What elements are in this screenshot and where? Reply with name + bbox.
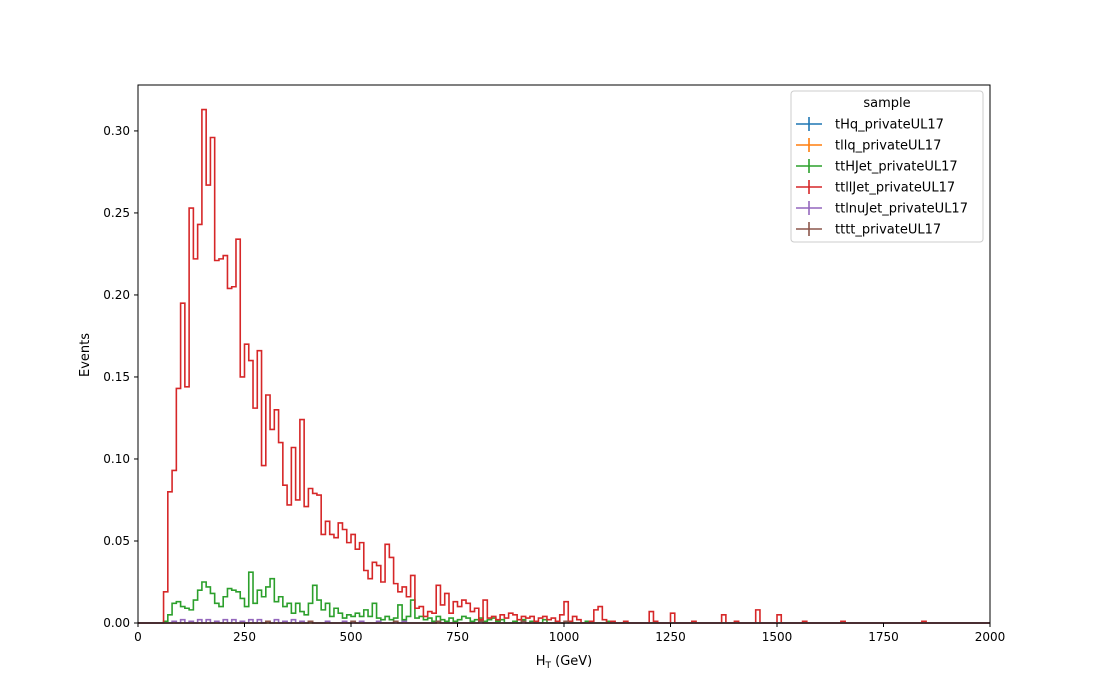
y-axis-ticks: 0.00 0.05 0.10 0.15 0.20 0.25 0.30 (103, 124, 138, 630)
legend-entry: tHq_privateUL17 (796, 117, 944, 133)
x-axis-label: HT (GeV) (536, 654, 593, 671)
legend-entry: ttllJet_privateUL17 (796, 180, 955, 196)
x-tick-label: 750 (446, 630, 469, 644)
y-tick-label: 0.05 (103, 534, 130, 548)
x-tick-label: 500 (340, 630, 363, 644)
y-tick-label: 0.20 (103, 288, 130, 302)
legend-entries: tHq_privateUL17 tllq_privateUL17 ttHJet_pr… (796, 117, 968, 238)
x-tick-label: 1250 (655, 630, 686, 644)
x-tick-label: 1000 (549, 630, 580, 644)
x-axis-ticks: 0 250 500 750 1000 1250 1500 1750 2000 (134, 623, 1005, 644)
legend-label: ttHJet_privateUL17 (835, 160, 958, 175)
y-tick-label: 0.10 (103, 452, 130, 466)
x-label-main: H (536, 654, 546, 669)
legend-entry: tllq_privateUL17 (796, 138, 941, 154)
x-tick-label: 2000 (975, 630, 1006, 644)
legend: sample tHq_privateUL17 tllq_privateUL17tt… (790, 90, 984, 243)
x-tick-label: 1750 (868, 630, 899, 644)
legend-entry: ttHJet_privateUL17 (796, 159, 958, 175)
y-axis-label: Events (78, 333, 93, 377)
x-tick-label: 0 (134, 630, 142, 644)
legend-label: ttllJet_privateUL17 (835, 181, 955, 196)
legend-entry: ttlnuJet_privateUL17 (796, 201, 968, 217)
legend-label: ttlnuJet_privateUL17 (835, 202, 968, 217)
legend-title: sample (863, 96, 910, 111)
y-tick-label: 0.25 (103, 206, 130, 220)
y-tick-label: 0.30 (103, 124, 130, 138)
y-tick-label: 0.00 (103, 616, 130, 630)
legend-entry: tttt_privateUL17 (796, 222, 941, 238)
legend-box (790, 90, 984, 243)
x-tick-label: 1500 (762, 630, 793, 644)
x-label-subscript: T (545, 661, 552, 671)
x-tick-label: 250 (233, 630, 256, 644)
x-label-unit: (GeV) (551, 654, 592, 669)
legend-label: tHq_privateUL17 (835, 118, 944, 133)
legend-label: tllq_privateUL17 (835, 139, 941, 154)
y-tick-label: 0.15 (103, 370, 130, 384)
legend-label: tttt_privateUL17 (835, 223, 941, 238)
